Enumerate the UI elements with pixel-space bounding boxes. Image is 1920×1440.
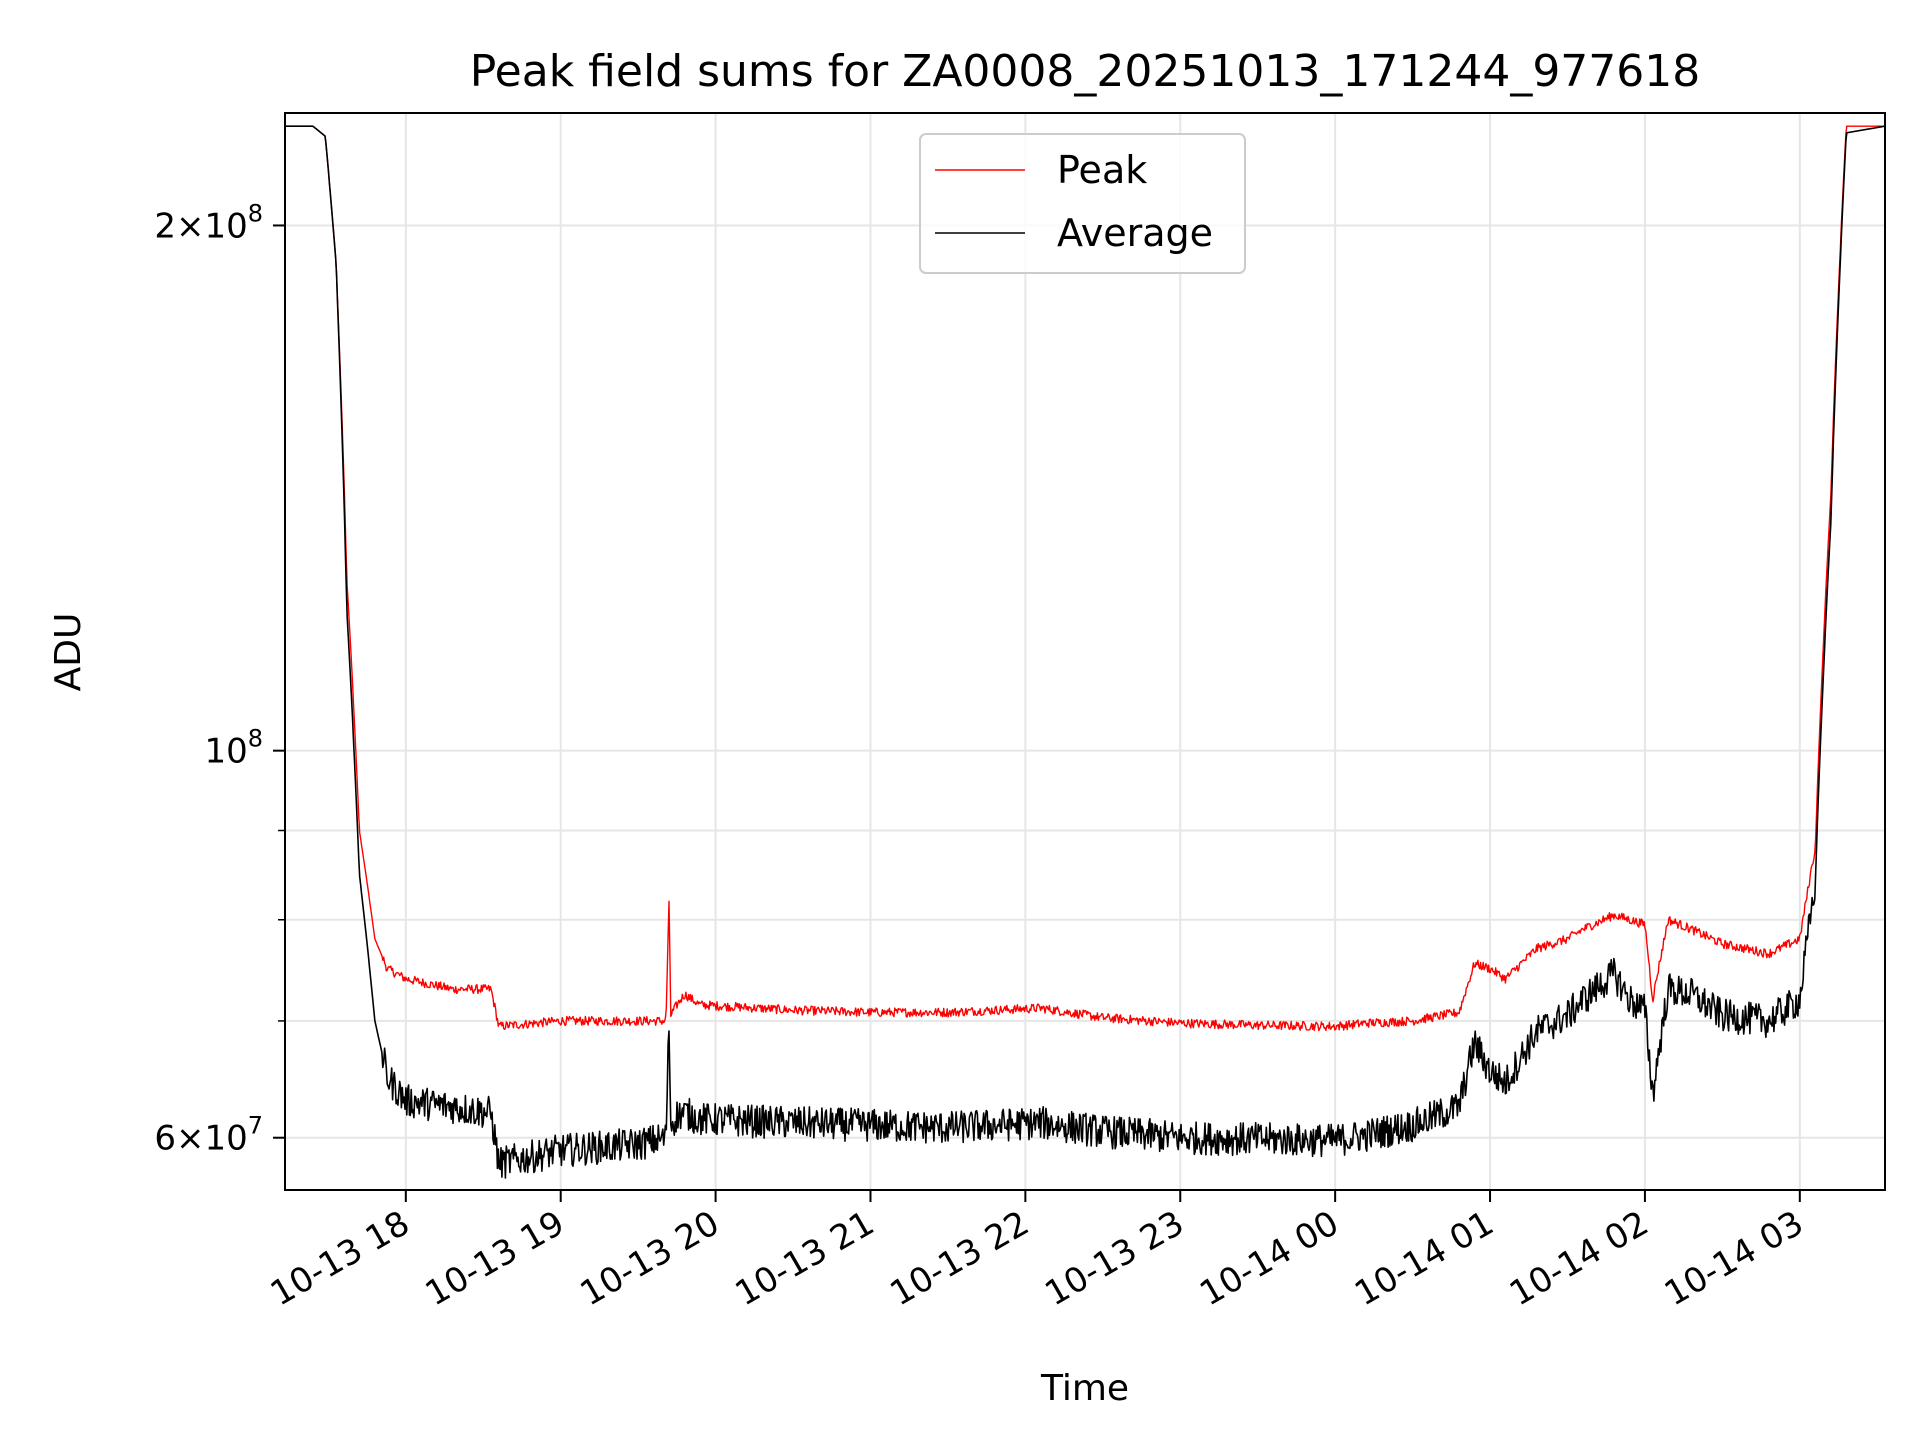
grid-layer xyxy=(285,113,1885,1190)
x-axis-label: Time xyxy=(1040,1368,1129,1409)
chart-title: Peak field sums for ZA0008_20251013_1712… xyxy=(470,46,1701,97)
legend: Peak Average xyxy=(919,133,1246,274)
y-tick-label: 2×108 xyxy=(154,199,263,246)
series-line-peak xyxy=(285,125,1885,1032)
legend-label-average: Average xyxy=(1057,211,1213,255)
y-tick-label: 108 xyxy=(204,725,263,772)
y-axis-ticks: 6×107 108 2×108 xyxy=(154,199,285,1159)
legend-label-peak: Peak xyxy=(1057,148,1147,192)
y-tick-label: 6×107 xyxy=(154,1112,263,1159)
legend-box xyxy=(919,133,1246,274)
series-layer xyxy=(285,125,1886,1179)
plot-frame xyxy=(284,112,1886,1191)
y-axis-label: ADU xyxy=(48,613,89,692)
series-line-average xyxy=(285,125,1886,1179)
